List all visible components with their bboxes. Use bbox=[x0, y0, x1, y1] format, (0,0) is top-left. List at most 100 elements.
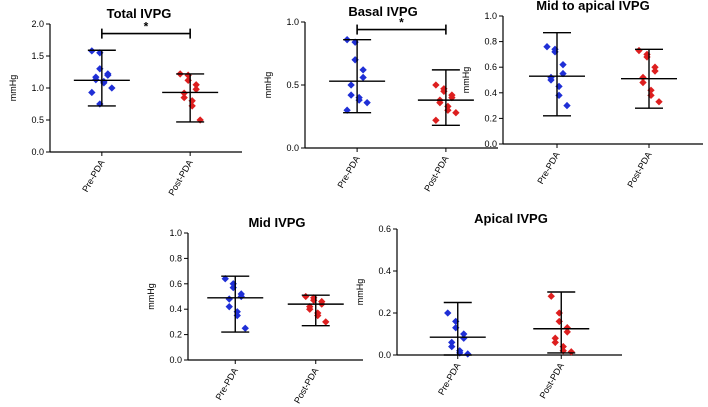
series-pre-pda bbox=[207, 275, 264, 333]
data-point bbox=[563, 328, 571, 336]
chart-panel-5: Apical IVPG 0.0 0.2 0.4 0.6 mmHg Pre-PDA Post-P… bbox=[355, 211, 622, 400]
x-category-label: Post-PDA bbox=[538, 361, 566, 400]
y-tick-label: 0.6 bbox=[484, 62, 497, 72]
chart-title: Apical IVPG bbox=[474, 211, 548, 226]
data-point bbox=[635, 46, 643, 55]
data-point bbox=[225, 302, 233, 311]
data-point bbox=[452, 109, 460, 117]
x-category-label: Pre-PDA bbox=[214, 366, 240, 402]
y-tick-label: 0.0 bbox=[31, 147, 44, 157]
data-point bbox=[322, 318, 330, 326]
x-category-label: Post-PDA bbox=[166, 158, 194, 197]
y-tick-label: 0.5 bbox=[31, 115, 44, 125]
chart-panel-1: Total IVPG 0.0 0.5 1.0 1.5 2.0 mmHg Pre-PDA Post… bbox=[8, 6, 242, 197]
y-tick-label: 0.0 bbox=[286, 143, 299, 153]
y-tick-label: 0.8 bbox=[169, 253, 182, 263]
data-point bbox=[567, 348, 575, 356]
y-tick-label: 1.0 bbox=[484, 11, 497, 21]
y-tick-label: 0.6 bbox=[378, 224, 391, 234]
y-tick-label: 0.5 bbox=[286, 80, 299, 90]
data-point bbox=[651, 67, 659, 75]
x-category-label: Post-PDA bbox=[625, 150, 653, 189]
y-tick-label: 0.0 bbox=[169, 355, 182, 365]
data-point bbox=[543, 43, 551, 51]
y-tick-label: 1.0 bbox=[169, 228, 182, 238]
y-tick-label: 2.0 bbox=[31, 19, 44, 29]
chart-panel-4: Mid IVPG 0.0 0.2 0.4 0.6 0.8 1.0 mmHg Pre-PDA Pos… bbox=[146, 215, 363, 405]
data-point bbox=[180, 93, 188, 102]
x-category-label: Pre-PDA bbox=[436, 361, 462, 397]
series-pre-pda bbox=[73, 47, 130, 108]
x-category-label: Pre-PDA bbox=[80, 158, 106, 194]
data-point bbox=[225, 295, 233, 303]
significance-star: * bbox=[144, 20, 149, 34]
y-tick-label: 0.4 bbox=[169, 304, 182, 314]
chart-title: Total IVPG bbox=[107, 6, 172, 21]
data-point bbox=[359, 66, 367, 74]
series-pre-pda bbox=[429, 301, 486, 358]
y-tick-label: 1.0 bbox=[31, 83, 44, 93]
data-point bbox=[444, 309, 452, 317]
data-point bbox=[559, 60, 567, 69]
data-point bbox=[104, 71, 112, 79]
y-tick-label: 0.2 bbox=[378, 308, 391, 318]
y-axis-label: mmHg bbox=[8, 75, 18, 102]
data-point bbox=[551, 338, 559, 347]
y-tick-label: 0.0 bbox=[484, 139, 497, 149]
data-point bbox=[563, 101, 571, 110]
y-tick-label: 0.4 bbox=[378, 266, 391, 276]
significance-star: * bbox=[399, 16, 404, 30]
data-point bbox=[448, 342, 456, 351]
series-pre-pda bbox=[329, 35, 386, 114]
y-tick-label: 1.0 bbox=[286, 17, 299, 27]
x-category-label: Post-PDA bbox=[422, 154, 450, 193]
data-point bbox=[363, 98, 371, 107]
series-post-pda bbox=[417, 69, 474, 127]
y-axis-label: mmHg bbox=[263, 72, 273, 99]
data-point bbox=[547, 292, 555, 300]
y-axis-label: mmHg bbox=[355, 279, 365, 306]
y-tick-label: 0.6 bbox=[169, 279, 182, 289]
data-point bbox=[88, 88, 96, 97]
y-tick-label: 0.4 bbox=[484, 88, 497, 98]
y-tick-label: 1.5 bbox=[31, 51, 44, 61]
data-point bbox=[192, 85, 200, 93]
series-post-pda bbox=[533, 291, 590, 356]
data-point bbox=[347, 91, 355, 99]
data-point bbox=[460, 330, 468, 338]
y-tick-label: 0.0 bbox=[378, 350, 391, 360]
y-axis-label: mmHg bbox=[146, 283, 156, 310]
data-point bbox=[302, 292, 310, 301]
y-tick-label: 0.2 bbox=[484, 113, 497, 123]
data-point bbox=[448, 338, 456, 347]
data-point bbox=[464, 350, 472, 358]
chart-panel-2: Basal IVPG 0.0 0.5 1.0 mmHg Pre-PDA Post-PDA * bbox=[263, 4, 498, 193]
series-pre-pda bbox=[529, 31, 585, 117]
data-point bbox=[347, 81, 355, 89]
x-category-label: Post-PDA bbox=[292, 366, 320, 405]
data-point bbox=[639, 78, 647, 87]
x-category-label: Pre-PDA bbox=[335, 154, 361, 190]
data-point bbox=[221, 275, 229, 283]
series-post-pda bbox=[621, 46, 677, 109]
data-point bbox=[241, 324, 249, 332]
chart-panel-3: Mid to apical IVPG 0.0 0.2 0.4 0.6 0.8 1.0 mmHg… bbox=[461, 0, 703, 189]
y-tick-label: 0.8 bbox=[484, 37, 497, 47]
chart-title: Basal IVPG bbox=[348, 4, 417, 19]
data-point bbox=[460, 334, 468, 342]
data-point bbox=[108, 84, 116, 92]
data-point bbox=[306, 305, 314, 313]
x-category-label: Pre-PDA bbox=[535, 150, 561, 186]
data-point bbox=[563, 324, 571, 332]
data-point bbox=[432, 81, 440, 89]
y-axis-label: mmHg bbox=[461, 67, 471, 94]
data-point bbox=[432, 116, 440, 124]
data-point bbox=[359, 73, 367, 82]
data-point bbox=[655, 98, 663, 106]
series-post-pda bbox=[162, 70, 219, 124]
y-tick-label: 0.2 bbox=[169, 330, 182, 340]
series-post-pda bbox=[287, 292, 344, 327]
data-point bbox=[192, 81, 200, 89]
chart-title: Mid IVPG bbox=[248, 215, 305, 230]
